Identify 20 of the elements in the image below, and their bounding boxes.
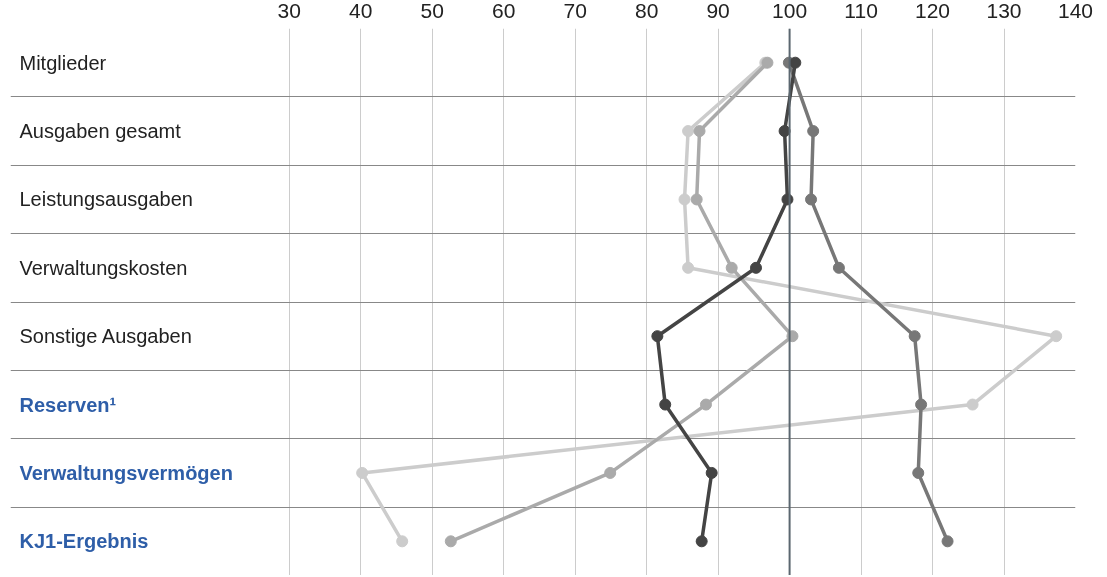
- x-tick-label: 140: [1057, 0, 1094, 22]
- x-tick-label: 130: [986, 0, 1022, 22]
- x-tick-label: 70: [563, 0, 587, 22]
- y-tick-label: Verwaltungskosten: [19, 256, 188, 279]
- x-tick-label: 100: [772, 0, 808, 22]
- y-tick-label: Leistungsausgaben: [19, 188, 193, 211]
- y-tick-label: Verwaltungsvermögen: [19, 461, 233, 484]
- x-tick-label: 110: [844, 0, 878, 22]
- y-tick-label: Ausgaben gesamt: [19, 120, 182, 143]
- x-tick-label: 90: [706, 0, 730, 22]
- x-tick-label: 50: [420, 0, 444, 22]
- x-tick-label: 30: [277, 0, 301, 22]
- x-tick-label: 40: [349, 0, 373, 22]
- y-tick-label: KJ1-Ergebnis: [19, 530, 149, 553]
- x-tick-label: 60: [492, 0, 516, 22]
- y-tick-label: Sonstige Ausgaben: [19, 325, 192, 348]
- y-tick-label: Reserven¹: [19, 393, 117, 416]
- x-tick-label: 80: [634, 0, 659, 22]
- x-tick-label: 120: [915, 0, 951, 22]
- y-tick-label: Mitglieder: [19, 51, 107, 74]
